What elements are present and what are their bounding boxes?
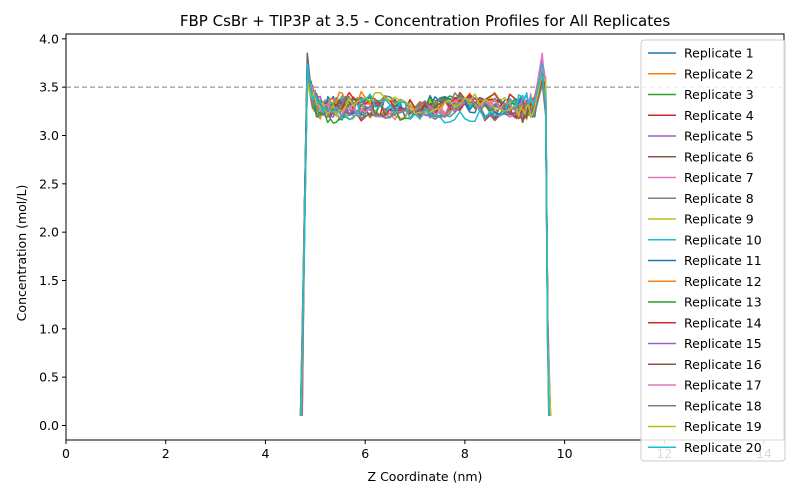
series-line-replicate-17 [300,68,551,416]
series-line-replicate-15 [301,72,551,416]
legend-label: Replicate 13 [684,295,762,310]
legend-label: Replicate 17 [684,378,762,393]
y-tick-label: 0.0 [39,418,59,433]
x-tick-label: 10 [557,446,573,461]
y-tick-label: 3.5 [39,80,59,95]
legend-label: Replicate 10 [684,232,762,247]
plot-area [65,33,785,441]
series-line-replicate-12 [300,78,551,416]
x-tick-label: 2 [162,446,170,461]
y-axis-ticks: 0.0 0.5 1.0 1.5 2.0 2.5 3.0 3.5 4.0 [39,31,66,433]
series-line-replicate-20 [299,63,550,416]
y-tick-label: 3.0 [39,128,59,143]
x-tick-label: 8 [461,446,469,461]
y-tick-label: 1.0 [39,321,59,336]
legend-label: Replicate 5 [684,129,754,144]
x-tick-label: 4 [261,446,269,461]
legend-label: Replicate 6 [684,149,754,164]
legend-label: Replicate 9 [684,212,754,227]
legend-label: Replicate 14 [684,315,762,330]
series-line-replicate-18 [300,69,552,416]
legend-label: Replicate 12 [684,274,762,289]
legend-label: Replicate 11 [684,253,762,268]
legend-label: Replicate 15 [684,336,762,351]
x-tick-label: 0 [62,446,70,461]
y-tick-label: 2.0 [39,225,59,240]
legend: Replicate 1 Replicate 2 Replicate 3 Replica… [640,39,786,462]
series-line-replicate-13 [300,73,552,416]
legend-label: Replicate 20 [684,440,762,455]
series-line-replicate-14 [299,65,550,416]
x-axis-label: Z Coordinate (nm) [368,469,483,484]
legend-label: Replicate 18 [684,398,762,413]
legend-label: Replicate 19 [684,419,762,434]
y-tick-label: 0.5 [39,370,59,385]
series-line-replicate-19 [300,73,552,416]
legend-label: Replicate 1 [684,46,754,61]
series-line-replicate-3 [301,70,550,416]
legend-label: Replicate 3 [684,87,754,102]
legend-label: Replicate 16 [684,357,762,372]
y-axis-label: Concentration (mol/L) [14,185,29,322]
y-tick-label: 1.5 [39,273,59,288]
legend-label: Replicate 4 [684,108,754,123]
legend-box [640,39,786,462]
chart-title: FBP CsBr + TIP3P at 3.5 - Concentration … [180,12,670,30]
x-tick-label: 6 [361,446,369,461]
y-tick-label: 2.5 [39,176,59,191]
y-tick-label: 4.0 [39,31,59,46]
legend-label: Replicate 8 [684,191,754,206]
series-line-replicate-16 [301,60,551,416]
legend-label: Replicate 7 [684,170,754,185]
series-line-replicate-9 [301,74,550,416]
series-line-replicate-8 [299,76,550,416]
series-group [299,52,552,416]
legend-label: Replicate 2 [684,66,754,81]
